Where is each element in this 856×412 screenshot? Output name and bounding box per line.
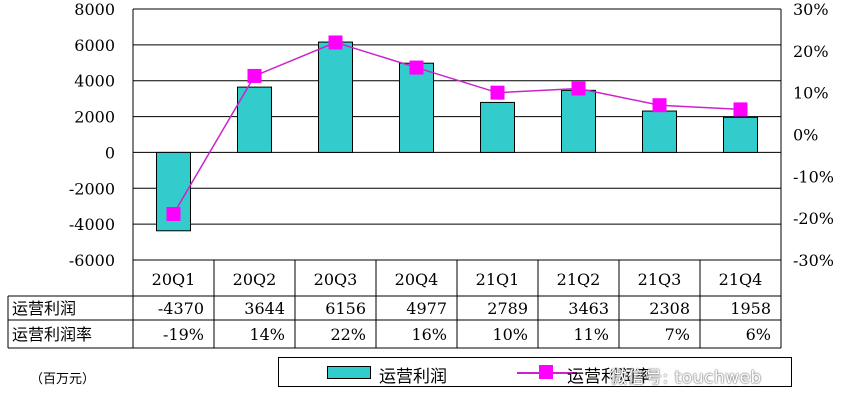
table-row-label: 运营利润	[12, 299, 76, 318]
bar	[318, 41, 353, 153]
table-cell: 14%	[249, 325, 285, 344]
unit-label: （百万元）	[30, 372, 96, 387]
table-cell: -4370	[158, 299, 204, 318]
left-axis-tick-label: 0	[105, 143, 115, 162]
table-cell: 6%	[746, 325, 771, 344]
table-cell: 22%	[330, 325, 366, 344]
left-axis-tick-label: -6000	[69, 251, 115, 270]
category-label: 20Q1	[152, 270, 196, 289]
table-cell: 16%	[411, 325, 447, 344]
watermark: 微信号: touchweb	[610, 368, 762, 388]
left-axis-tick-label: -2000	[69, 179, 115, 198]
line-marker	[490, 85, 505, 100]
category-label: 21Q1	[476, 270, 520, 289]
category-label: 21Q4	[719, 270, 763, 289]
category-label: 21Q2	[557, 270, 601, 289]
left-axis-tick-label: 6000	[74, 36, 115, 55]
bar	[480, 101, 515, 153]
right-axis-tick-label: 30%	[793, 0, 829, 19]
bar	[237, 86, 272, 153]
legend-line-label: 运营利润率	[567, 367, 652, 387]
table-cell: 6156	[325, 299, 366, 318]
right-axis-tick-label: -20%	[793, 209, 834, 228]
legend: 运营利润 运营利润率	[278, 357, 792, 387]
line-marker	[652, 98, 667, 113]
left-axis-tick-label: 8000	[74, 0, 115, 19]
category-label: 21Q3	[638, 270, 682, 289]
right-axis-tick-label: -30%	[793, 251, 834, 270]
legend-bar-label: 运营利润	[379, 367, 447, 387]
bar	[561, 89, 596, 153]
table-cell: 4977	[406, 299, 447, 318]
table-cell: 3644	[244, 299, 285, 318]
category-label: 20Q3	[314, 270, 358, 289]
right-axis-tick-label: 10%	[793, 84, 829, 103]
line-marker	[247, 68, 262, 83]
right-axis-tick-label: -10%	[793, 167, 834, 186]
table-cell: 10%	[492, 325, 528, 344]
table-cell: 2308	[649, 299, 690, 318]
right-axis-tick-label: 0%	[793, 126, 818, 145]
left-axis-tick-label: 4000	[74, 72, 115, 91]
table-cell: 2789	[487, 299, 528, 318]
category-label: 20Q4	[395, 270, 439, 289]
left-axis-tick-label: 2000	[74, 108, 115, 127]
table-cell: 3463	[568, 299, 609, 318]
category-label: 20Q2	[233, 270, 277, 289]
line-marker	[409, 60, 424, 75]
left-axis-tick-label: -4000	[69, 215, 115, 234]
line-marker	[328, 35, 343, 50]
table-cell: 1958	[730, 299, 771, 318]
legend-line-marker	[539, 365, 553, 379]
bar	[723, 116, 758, 153]
table-cell: -19%	[163, 325, 204, 344]
table-cell: 11%	[573, 325, 609, 344]
line-marker	[166, 206, 181, 221]
line-marker	[733, 102, 748, 117]
series-line	[172, 41, 741, 215]
table-cell: 7%	[665, 325, 690, 344]
table-row-label: 运营利润率	[12, 325, 92, 344]
bar	[642, 110, 677, 153]
right-axis-tick-label: 20%	[793, 42, 829, 61]
bar	[399, 62, 434, 153]
legend-bar-swatch	[327, 366, 371, 379]
line-marker	[571, 81, 586, 96]
